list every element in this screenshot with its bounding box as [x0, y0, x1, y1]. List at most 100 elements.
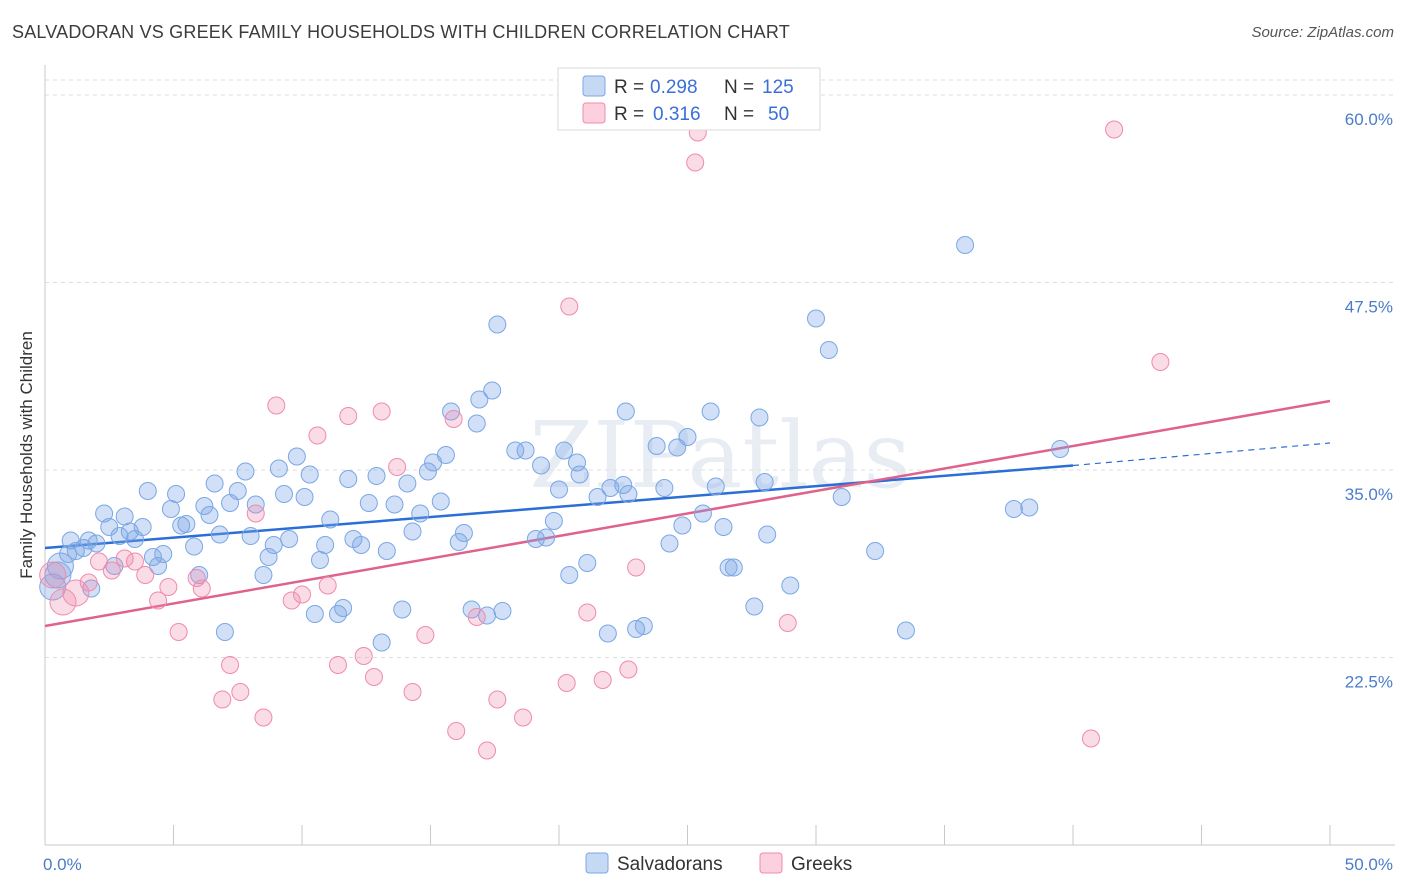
- salvadoran-point: [560, 566, 579, 584]
- salvadoran-point: [154, 545, 173, 563]
- greek-point: [339, 407, 358, 425]
- salvadoran-point: [673, 516, 692, 535]
- salvadoran-point: [701, 402, 720, 421]
- salvadoran-point: [241, 527, 260, 545]
- salvadoran-point: [745, 597, 764, 616]
- greek-point: [1151, 353, 1170, 371]
- greek-point: [354, 647, 373, 665]
- salvadoran-point: [377, 542, 396, 560]
- salvadoran-point: [537, 528, 556, 547]
- salvadoran-point: [133, 518, 152, 536]
- legend-r-label: R =: [614, 77, 644, 98]
- salvadoran-point: [200, 506, 219, 524]
- greek-point: [447, 722, 466, 740]
- grid-lines: [45, 79, 1395, 658]
- salvadoran-point: [819, 341, 838, 359]
- salvadoran-point: [321, 510, 340, 529]
- salvadoran-point: [1051, 440, 1070, 458]
- salvadoran-point: [832, 488, 851, 506]
- salvadoran-point: [1020, 498, 1039, 517]
- salvadoran-point: [506, 441, 525, 460]
- salvadoran-point: [866, 542, 885, 560]
- greek-point: [364, 668, 383, 686]
- legend: R = 0.298 N = 125 R = 0.316 N = 50: [557, 67, 821, 131]
- salvadoran-point: [436, 446, 455, 464]
- salvadoran-point: [807, 309, 825, 328]
- legend-swatch-salvadorans: [582, 75, 606, 97]
- salvadoran-point: [167, 485, 186, 503]
- salvadoran-point: [339, 470, 358, 488]
- greek-point: [246, 504, 265, 523]
- salvadoran-point: [367, 467, 386, 485]
- greek-point: [187, 569, 206, 587]
- bottom-legend: Salvadorans Greeks: [585, 852, 852, 875]
- salvadoran-point: [236, 462, 255, 481]
- bottom-legend-salvadorans: Salvadorans: [617, 854, 723, 875]
- salvadoran-point: [316, 536, 335, 554]
- salvadoran-point: [246, 495, 265, 514]
- salvadoran-point: [110, 527, 129, 545]
- salvadoran-point: [724, 558, 743, 577]
- greek-trend-line: [44, 399, 1331, 628]
- salvadoran-point: [647, 437, 666, 455]
- salvadoran-point: [655, 479, 674, 497]
- greek-point: [388, 458, 407, 476]
- greek-point: [282, 591, 301, 610]
- salvadoran-point: [161, 500, 180, 518]
- salvadoran-point: [228, 482, 247, 500]
- salvadoran-point: [95, 504, 114, 523]
- salvadoran-point: [588, 488, 607, 506]
- greek-point: [514, 708, 533, 727]
- y-tick-label: 35.0%: [1345, 485, 1393, 504]
- salvadoran-point: [195, 497, 214, 515]
- salvadoran-point: [287, 447, 306, 466]
- salvadoran-point: [567, 453, 586, 472]
- salvadoran-trend-extension: [1072, 442, 1331, 467]
- salvadoran-point: [259, 548, 278, 566]
- salvadoran-point: [185, 537, 204, 556]
- salvadoran-point: [488, 315, 507, 334]
- legend-n-value: 125: [762, 77, 794, 98]
- chart-title: SALVADORAN VS GREEK FAMILY HOUSEHOLDS WI…: [12, 22, 790, 42]
- salvadoran-point: [411, 504, 430, 523]
- greek-point: [115, 549, 134, 568]
- salvadoran-point: [254, 566, 273, 584]
- salvadoran-point: [719, 558, 738, 577]
- salvadoran-point: [87, 534, 106, 553]
- salvadoran-point: [449, 533, 468, 551]
- salvadoran-point: [280, 530, 299, 548]
- greek-point: [149, 591, 168, 610]
- salvadoran-point: [46, 552, 74, 580]
- salvadoran-point: [956, 236, 975, 254]
- salvadoran-point: [372, 633, 391, 652]
- greek-point: [221, 656, 240, 674]
- salvadoran-point: [328, 605, 347, 623]
- salvadoran-point: [634, 617, 653, 635]
- y-tick-label: 60.0%: [1345, 110, 1393, 129]
- salvadoran-point: [516, 441, 535, 460]
- greek-point: [136, 566, 155, 584]
- legend-r-value: 0.316: [653, 104, 701, 125]
- salvadoran-point: [177, 515, 196, 533]
- data-points: [39, 120, 1170, 760]
- salvadoran-point: [210, 525, 229, 544]
- greek-point: [125, 552, 144, 571]
- salvadoran-point: [616, 402, 635, 421]
- greek-point: [403, 683, 422, 701]
- source-label: Source: ZipAtlas.com: [1251, 24, 1394, 41]
- greek-point: [1081, 729, 1100, 748]
- salvadoran-point: [755, 473, 774, 491]
- x-tick-label: 50.0%: [1345, 855, 1393, 874]
- salvadoran-point: [470, 390, 489, 409]
- salvadoran-point: [115, 507, 134, 526]
- greek-point: [231, 683, 250, 701]
- bottom-legend-swatch-salvadorans: [585, 852, 609, 874]
- bottom-legend-swatch-greeks: [759, 852, 783, 874]
- salvadoran-point: [750, 408, 769, 427]
- watermark: ZIPatlas: [529, 402, 910, 509]
- legend-n-value: 50: [768, 104, 789, 125]
- greek-point: [89, 552, 108, 571]
- salvadoran-point: [578, 554, 597, 572]
- greek-point: [557, 674, 576, 692]
- salvadoran-point: [403, 522, 422, 541]
